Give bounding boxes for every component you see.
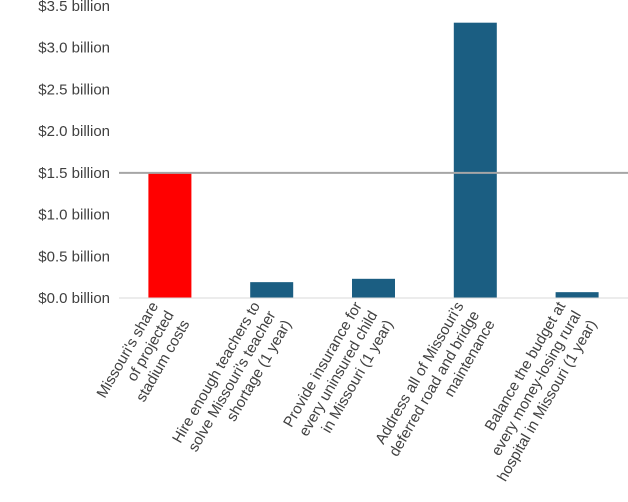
y-tick-label: $3.0 billion (38, 40, 110, 57)
bars (148, 22, 599, 298)
y-tick-label: $3.5 billion (38, 0, 110, 15)
y-tick-label: $1.5 billion (38, 165, 110, 182)
y-tick-label: $0.5 billion (38, 248, 110, 265)
y-tick-label: $2.5 billion (38, 81, 110, 98)
bar (453, 22, 497, 298)
bar (352, 278, 395, 298)
bar (250, 282, 294, 298)
bar (555, 292, 599, 298)
y-tick-label: $0.0 billion (38, 290, 110, 307)
y-tick-label: $2.0 billion (38, 123, 110, 140)
bar (148, 172, 192, 298)
y-axis-tick-labels: $0.0 billion $0.5 billion $1.0 billion $1.5… (38, 0, 110, 307)
y-tick-label: $1.0 billion (38, 207, 110, 224)
